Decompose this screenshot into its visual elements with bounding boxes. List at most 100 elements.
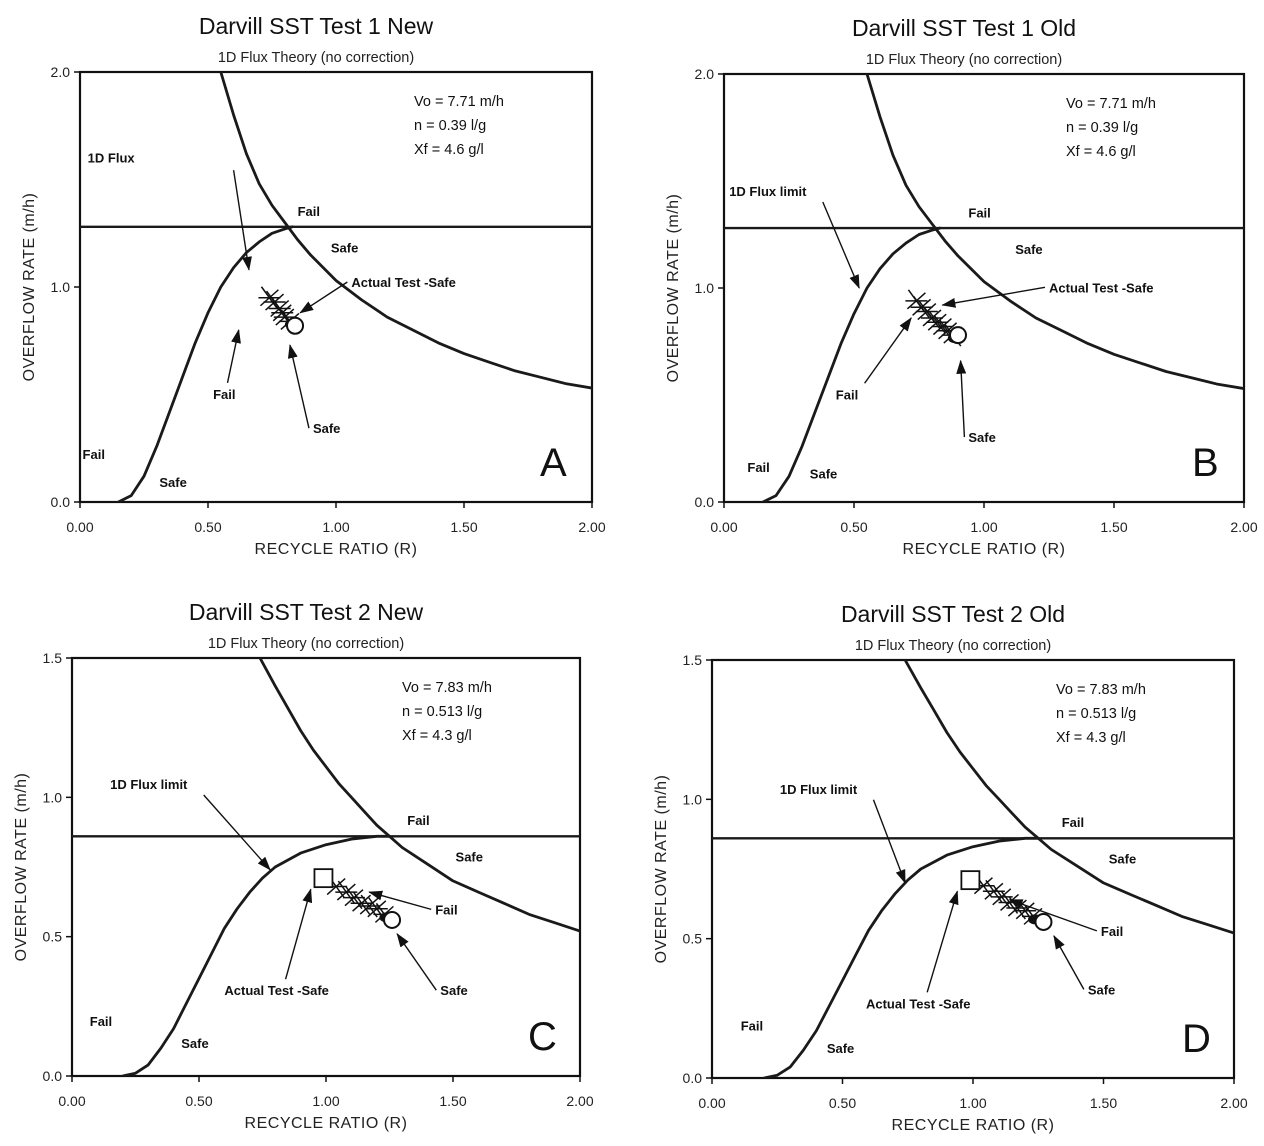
annotation-label: Safe xyxy=(1015,242,1042,257)
parameter-text: n = 0.513 l/g xyxy=(1056,706,1136,722)
annotation-arrow xyxy=(368,890,432,911)
annotation-label: Actual Test -Safe xyxy=(866,996,971,1011)
panel-letter: C xyxy=(528,1015,557,1059)
safe-point-circle xyxy=(949,326,967,345)
y-tick-label: 1.0 xyxy=(683,791,703,807)
safe-point-circle xyxy=(1034,912,1053,931)
y-tick-label: 0.5 xyxy=(683,931,703,947)
test-point-cross xyxy=(350,891,373,915)
x-tick-label: 1.50 xyxy=(1100,519,1127,535)
x-tick-label: 2.00 xyxy=(1230,519,1257,535)
annotation-label: Actual Test -Safe xyxy=(1049,280,1154,295)
actual-test-square xyxy=(960,870,981,891)
chart-subtitle: 1D Flux Theory (no correction) xyxy=(855,638,1051,654)
plot-frame xyxy=(70,656,582,1078)
parameter-text: Xf = 4.3 g/l xyxy=(1056,730,1126,746)
y-tick-label: 1.0 xyxy=(51,279,71,295)
x-tick-label: 1.50 xyxy=(1090,1095,1117,1111)
y-tick-label: 2.0 xyxy=(51,64,71,80)
x-tick-label: 0.00 xyxy=(66,519,93,535)
x-tick-label: 0.50 xyxy=(840,519,867,535)
chart-subtitle: 1D Flux Theory (no correction) xyxy=(208,636,404,652)
y-tick-label: 1.5 xyxy=(683,652,703,668)
annotation-label: 1D Flux limit xyxy=(729,184,807,199)
x-axis-label: RECYCLE RATIO (R) xyxy=(903,541,1066,558)
annotation-label: Fail xyxy=(213,387,235,402)
chart-panel-b: Darvill SST Test 1 Old 1D Flux Theory (no… xyxy=(665,15,1258,558)
annotation-label: Safe xyxy=(181,1036,208,1051)
test-point-cross xyxy=(931,315,954,338)
annotation-arrow xyxy=(287,344,310,429)
annotation-label: Fail xyxy=(435,902,457,917)
state-point-curve xyxy=(219,72,592,390)
parameter-text: n = 0.39 l/g xyxy=(414,118,486,134)
x-tick-label: 1.00 xyxy=(312,1093,339,1109)
parameter-text: Vo = 7.71 m/h xyxy=(1066,96,1156,112)
x-tick-label: 1.50 xyxy=(450,519,477,535)
annotation-label: Actual Test -Safe xyxy=(224,983,329,998)
y-tick-label: 1.0 xyxy=(695,280,715,296)
x-tick-label: 0.50 xyxy=(185,1093,212,1109)
flux-limit-curve xyxy=(762,836,1040,1078)
annotation-label: Fail xyxy=(407,813,429,828)
x-axis-label: RECYCLE RATIO (R) xyxy=(892,1117,1055,1134)
annotation-arrow xyxy=(822,201,860,289)
chart-title: Darvill SST Test 1 Old xyxy=(852,15,1076,41)
annotation-label: Safe xyxy=(440,983,467,998)
x-tick-label: 2.00 xyxy=(1220,1095,1247,1111)
state-point-curve xyxy=(903,660,1234,935)
parameter-text: Xf = 4.3 g/l xyxy=(402,728,472,744)
y-tick-label: 0.0 xyxy=(51,494,71,510)
panel-letter: A xyxy=(540,441,567,485)
x-tick-label: 2.00 xyxy=(578,519,605,535)
chart-panel-a: Darvill SST Test 1 New 1D Flux Theory (no… xyxy=(21,13,606,558)
y-axis-label: OVERFLOW RATE (m/h) xyxy=(13,773,30,962)
y-tick-label: 0.0 xyxy=(43,1068,63,1084)
plot-frame xyxy=(78,70,594,504)
annotation-arrow xyxy=(872,799,906,884)
annotation-label: Actual Test -Safe xyxy=(351,275,456,290)
chart-panels: Darvill SST Test 1 New 1D Flux Theory (no… xyxy=(13,13,1258,1134)
chart-subtitle: 1D Flux Theory (no correction) xyxy=(866,52,1062,68)
actual-test-square xyxy=(313,868,334,889)
test-point-cross xyxy=(258,286,281,310)
x-axis-label: RECYCLE RATIO (R) xyxy=(255,541,418,558)
annotation-label: Fail xyxy=(83,447,105,462)
safe-point-circle xyxy=(286,316,305,335)
annotation-label: Safe xyxy=(331,241,358,256)
annotation-arrow xyxy=(203,794,271,871)
y-tick-label: 1.5 xyxy=(43,650,63,666)
test-point-cross xyxy=(358,894,381,918)
x-axis-label: RECYCLE RATIO (R) xyxy=(245,1115,408,1132)
annotation-arrow xyxy=(864,317,912,384)
annotation-arrow xyxy=(396,933,437,991)
parameter-text: Vo = 7.83 m/h xyxy=(402,680,492,696)
annotation-label: Safe xyxy=(159,475,186,490)
plot-frame xyxy=(710,658,1236,1080)
chart-title: Darvill SST Test 2 Old xyxy=(841,601,1065,627)
x-tick-label: 0.00 xyxy=(698,1095,725,1111)
annotation-arrow xyxy=(299,281,348,314)
parameter-text: Vo = 7.71 m/h xyxy=(414,94,504,110)
annotation-label: 1D Flux xyxy=(88,150,136,165)
safe-point-circle xyxy=(383,910,402,929)
annotation-label: Fail xyxy=(1062,815,1084,830)
y-tick-label: 0.5 xyxy=(43,929,63,945)
panel-letter: B xyxy=(1192,441,1219,485)
chart-subtitle: 1D Flux Theory (no correction) xyxy=(218,50,414,66)
annotation-label: Fail xyxy=(90,1014,112,1029)
parameter-text: Xf = 4.6 g/l xyxy=(1066,144,1136,160)
parameter-text: Vo = 7.83 m/h xyxy=(1056,682,1146,698)
test-point-cross xyxy=(910,295,933,319)
annotation-label: Safe xyxy=(968,430,995,445)
annotation-label: Fail xyxy=(968,205,990,220)
test-point-cross xyxy=(926,310,949,334)
x-tick-label: 1.00 xyxy=(322,519,349,535)
x-tick-label: 0.50 xyxy=(829,1095,856,1111)
annotation-arrow xyxy=(226,329,241,383)
annotation-label: Safe xyxy=(456,849,483,864)
annotation-arrow xyxy=(232,170,252,271)
annotation-arrow xyxy=(1008,898,1098,932)
state-point-curve xyxy=(258,658,580,933)
